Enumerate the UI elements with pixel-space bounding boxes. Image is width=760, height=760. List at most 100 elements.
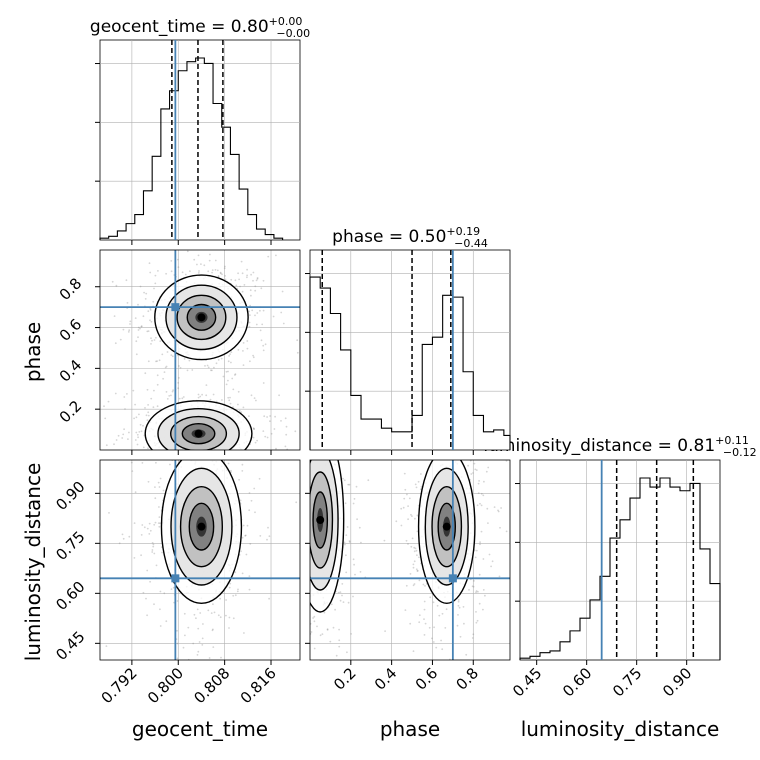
sample-point [150, 397, 153, 400]
sample-point [140, 554, 143, 557]
sample-point [114, 342, 117, 345]
sample-point [256, 277, 259, 279]
sample-point [296, 351, 299, 354]
sample-point [348, 540, 351, 542]
sample-point [345, 571, 348, 574]
sample-point [313, 615, 316, 618]
sample-point [159, 477, 162, 480]
sample-point [412, 566, 415, 569]
sample-point [227, 370, 229, 373]
sample-point [157, 270, 159, 272]
sample-point [209, 452, 211, 454]
sample-point [348, 483, 351, 486]
sample-point [205, 451, 207, 453]
sample-point [212, 455, 214, 457]
sample-point [301, 461, 303, 463]
sample-point [237, 403, 239, 406]
sample-point [183, 612, 186, 615]
sample-point [249, 289, 252, 292]
sample-point [250, 394, 253, 397]
sample-point [105, 444, 108, 447]
sample-point [405, 584, 408, 587]
sample-point [475, 591, 477, 594]
sample-point [347, 601, 350, 604]
sample-point [222, 375, 225, 378]
sample-point [239, 499, 242, 502]
sample-point [191, 451, 193, 453]
sample-point [153, 603, 155, 606]
sample-point [182, 646, 185, 649]
sample-point [201, 644, 204, 646]
contour-2 [310, 471, 334, 569]
sample-point [405, 539, 408, 542]
sample-point [317, 454, 319, 456]
sample-point [209, 398, 212, 401]
sample-point [158, 359, 161, 362]
sample-point [234, 279, 237, 282]
sample-point [214, 259, 217, 262]
sample-point [266, 416, 268, 418]
sample-point [142, 315, 145, 318]
sample-point [151, 549, 154, 551]
sample-point [423, 618, 425, 620]
sample-point [499, 526, 501, 529]
sample-point [229, 396, 231, 399]
y-tick-label: 0.6 [56, 315, 86, 345]
sample-point [408, 497, 411, 500]
sample-point [445, 608, 448, 611]
sample-point [149, 456, 151, 458]
sample-point [384, 630, 386, 632]
panel-frame [99, 459, 301, 661]
sample-point [152, 300, 155, 303]
sample-point [196, 263, 198, 266]
sample-point [177, 266, 180, 268]
sample-point [222, 244, 224, 246]
sample-point [159, 453, 161, 455]
sample-point [254, 511, 256, 514]
sample-point [460, 455, 462, 457]
sample-point [237, 588, 239, 591]
sample-point [148, 522, 151, 525]
sample-point [296, 339, 299, 342]
sample-point [488, 553, 491, 556]
sample-point [383, 539, 386, 542]
contour-1 [170, 467, 233, 586]
sample-point [480, 492, 483, 495]
sample-point [239, 285, 241, 288]
sample-point [212, 628, 214, 631]
sample-point [207, 453, 209, 455]
sample-point [306, 539, 308, 541]
sample-point [465, 452, 467, 454]
sample-point [168, 395, 171, 397]
contour-1 [424, 467, 469, 586]
sample-point [139, 327, 141, 330]
sample-point [304, 541, 306, 543]
sample-point [423, 634, 426, 636]
sample-point [149, 529, 152, 532]
sample-point [284, 417, 287, 420]
sample-point [312, 617, 314, 619]
sample-point [197, 627, 200, 630]
sample-point [505, 460, 508, 462]
sample-point [122, 433, 125, 436]
sample-point [248, 321, 251, 324]
sample-point [133, 557, 136, 559]
sample-point [171, 355, 174, 358]
sample-point [334, 608, 336, 611]
sample-point [318, 458, 320, 460]
sample-point [214, 269, 217, 271]
sample-point [196, 654, 199, 656]
title-phase: phase = 0.50+0.19 −0.44 [332, 225, 488, 250]
sample-point [418, 556, 420, 559]
sample-point [242, 350, 244, 352]
sample-point [477, 590, 479, 593]
sample-point [147, 411, 150, 414]
sample-point [189, 270, 191, 273]
sample-point [341, 594, 343, 597]
sample-point [348, 541, 351, 543]
sample-point [149, 580, 152, 583]
sample-point [256, 439, 258, 442]
histogram-step [309, 276, 511, 450]
sample-point [142, 424, 144, 427]
sample-point [474, 556, 477, 559]
